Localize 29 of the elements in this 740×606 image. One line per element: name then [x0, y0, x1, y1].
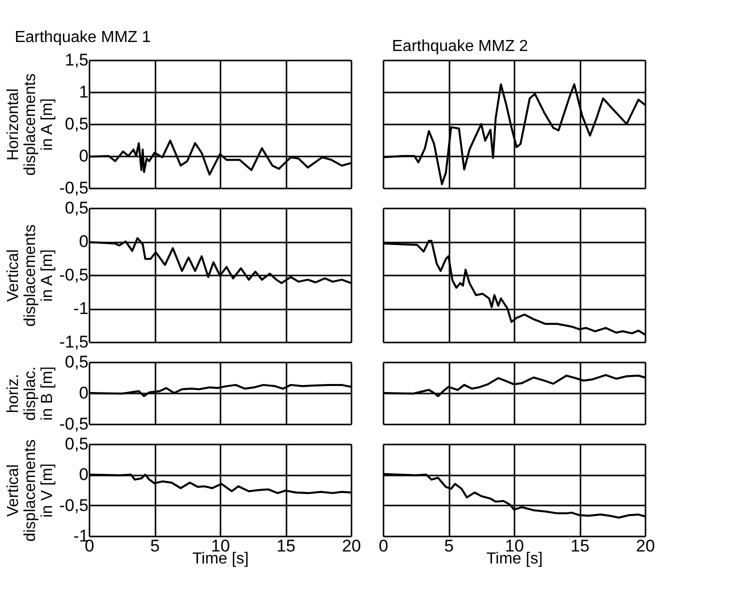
y-tick-label: 1,5 [64, 50, 88, 70]
y-tick-label: 0 [79, 384, 88, 402]
y-axis-title: Vertical displacements in A [m] [5, 224, 56, 327]
chart-title: Earthquake MMZ 2 [392, 38, 528, 55]
y-axis-title: Horizontal displacements in A [m] [5, 73, 56, 176]
x-tick-label: 20 [636, 536, 655, 556]
y-tick-label: 0,5 [64, 198, 88, 218]
y-tick-label: 0 [79, 465, 88, 484]
x-tick-label: 0 [378, 536, 388, 556]
y-tick-label: -1,5 [59, 332, 88, 352]
y-axis-title: Vertical displacements in V [m] [5, 439, 56, 542]
y-tick-label: -0,5 [59, 496, 88, 515]
x-tick-label: 15 [276, 536, 296, 556]
x-tick-label: 5 [444, 536, 454, 556]
x-tick-label: 20 [342, 536, 361, 556]
y-tick-label: -0,5 [59, 266, 88, 284]
chart-title: Earthquake MMZ 1 [14, 29, 151, 46]
y-tick-label: 0,5 [64, 114, 88, 134]
y-tick-label: -1 [73, 299, 88, 318]
y-axis-title: horiz. displac. in B [m] [5, 366, 56, 421]
y-tick-label: 1 [79, 82, 88, 102]
x-tick-label: 5 [150, 536, 160, 556]
y-tick-label: 0 [79, 232, 88, 251]
x-tick-label: 15 [570, 536, 590, 556]
y-tick-label: 0,5 [64, 352, 88, 372]
y-tick-label: -0,5 [59, 414, 88, 434]
y-tick-label: 0,5 [64, 434, 88, 454]
y-tick-label: -0,5 [59, 178, 88, 198]
y-tick-label: 0 [79, 146, 88, 166]
